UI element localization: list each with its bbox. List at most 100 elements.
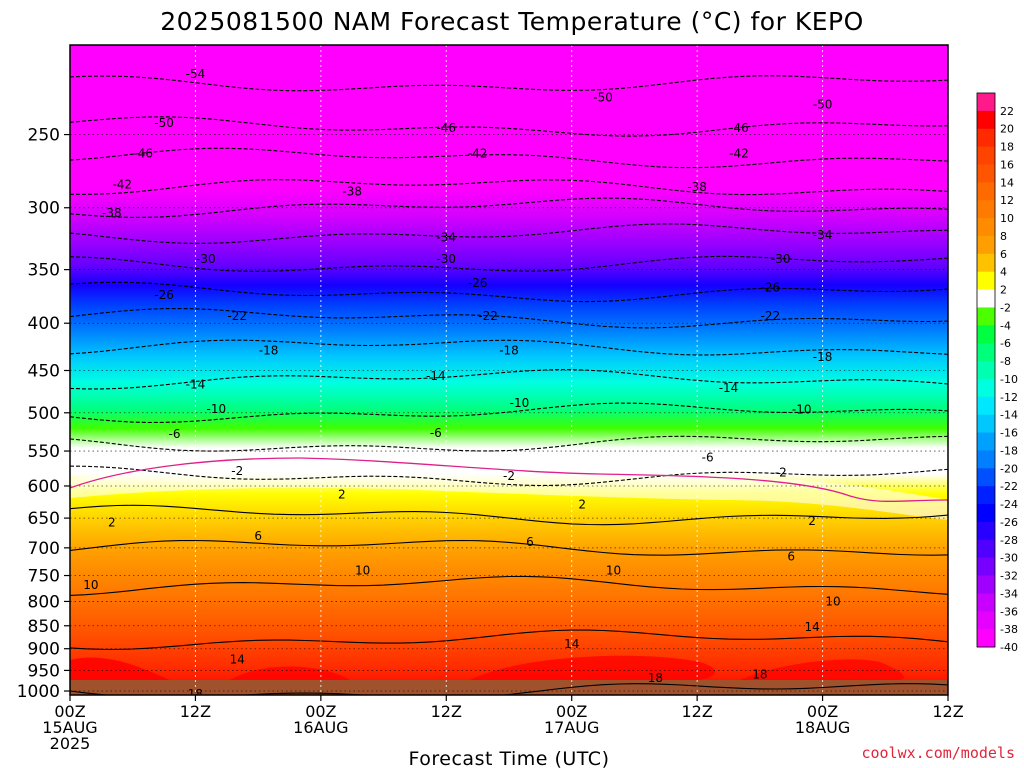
contour-label: 6 xyxy=(526,535,534,549)
contour-label: -42 xyxy=(468,146,488,160)
contour-label: -10 xyxy=(792,403,812,417)
colorbar-swatch xyxy=(977,504,995,523)
y-axis: 250 300 350 400 450 500 550 600 650 700 750 800 850 9… xyxy=(17,126,70,702)
contour-label: -18 xyxy=(499,343,519,357)
isotherm-line xyxy=(70,629,948,650)
contour-label: -38 xyxy=(687,180,707,194)
colorbar-label: -32 xyxy=(1000,570,1018,583)
contour-label: 2 xyxy=(108,515,116,529)
warm-core-4 xyxy=(740,659,904,680)
contour-label: -22 xyxy=(478,309,498,323)
contour-label: 10 xyxy=(83,578,98,592)
contour-label: -50 xyxy=(154,116,174,130)
contour-label: 14 xyxy=(564,637,579,651)
y-tick-label: 400 xyxy=(28,314,60,334)
isotherm-line xyxy=(70,116,948,137)
colorbar-swatch xyxy=(977,307,995,326)
y-tick-label: 900 xyxy=(28,640,60,660)
colorbar-label: -40 xyxy=(1000,641,1018,654)
colorbar-label: -24 xyxy=(1000,498,1018,511)
isotherm-line xyxy=(70,223,948,244)
contour-label: -26 xyxy=(154,288,174,302)
x-axis-label: Forecast Time (UTC) xyxy=(409,748,610,768)
contour-label: 6 xyxy=(254,529,262,543)
x-tick-label: 16AUG xyxy=(293,718,348,737)
colorbar-label: -6 xyxy=(1000,337,1011,350)
contour-label: -42 xyxy=(112,177,132,191)
colorbar-swatch xyxy=(977,361,995,380)
y-tick-label: 850 xyxy=(28,617,60,637)
colorbar-swatch xyxy=(977,325,995,344)
colorbar-label: 6 xyxy=(1000,248,1007,261)
colorbar-label: 12 xyxy=(1000,194,1014,207)
contour-label: 6 xyxy=(787,549,795,563)
contour-label: -22 xyxy=(761,309,781,323)
contour-label: -18 xyxy=(259,343,279,357)
isotherm-line xyxy=(70,369,948,390)
isotherm-line xyxy=(70,255,948,272)
y-tick-label: 350 xyxy=(28,261,60,281)
warm-core-1 xyxy=(70,657,170,680)
colorbar-swatch xyxy=(977,396,995,416)
contour-label: -14 xyxy=(426,369,446,383)
contour-label: 10 xyxy=(825,594,840,608)
temperature-field xyxy=(70,45,948,695)
contour-label: -2 xyxy=(775,465,787,479)
colorbar-label: -4 xyxy=(1000,319,1011,332)
colorbar-swatch xyxy=(977,289,995,308)
contour-label: -34 xyxy=(436,230,456,244)
x-tick-label: 12Z xyxy=(932,702,963,721)
isotherm-line xyxy=(70,147,948,169)
x-tick-label: 17AUG xyxy=(544,718,599,737)
contour-label: -54 xyxy=(186,67,206,81)
x-tick-label: 12Z xyxy=(431,702,462,721)
isotherm-line xyxy=(70,307,948,329)
colorbar-swatch xyxy=(977,235,995,255)
x-tick-label: 00Z xyxy=(807,702,838,721)
colorbar-swatch xyxy=(977,182,995,201)
isotherm-line xyxy=(70,575,948,596)
colorbar-label: 10 xyxy=(1000,212,1014,225)
warm-core-3 xyxy=(470,655,715,680)
plot-area: -54-50-46-42-38-50-46-42-38-34-30 -30-26-… xyxy=(70,45,948,695)
contour-label: 14 xyxy=(804,620,819,634)
isotherm-line xyxy=(70,504,948,526)
contour-label: -26 xyxy=(468,276,488,290)
contour-label: -38 xyxy=(342,184,362,198)
colorbar-label: 20 xyxy=(1000,123,1014,136)
y-tick-label: 1000 xyxy=(17,682,60,702)
isotherm-line xyxy=(70,435,948,452)
colorbar-label: -28 xyxy=(1000,534,1018,547)
colorbar-frame xyxy=(976,92,996,648)
colorbar-label: -8 xyxy=(1000,355,1011,368)
contour-label: 10 xyxy=(355,564,370,578)
isotherm-line xyxy=(70,197,948,218)
contour-label: -38 xyxy=(102,206,122,220)
contour-label: -2 xyxy=(503,469,515,483)
colorbar-swatch xyxy=(977,450,995,469)
contour-label: -34 xyxy=(813,228,833,242)
colorbar-label: -20 xyxy=(1000,462,1018,475)
colorbar-label: -14 xyxy=(1000,409,1018,422)
contour-labels: -54-50-46-42-38-50-46-42-38-34-30 -30-26-… xyxy=(83,67,840,695)
colorbar-swatch xyxy=(977,343,995,362)
colorbar-swatch xyxy=(977,378,995,398)
colorbar-label: 4 xyxy=(1000,266,1007,279)
y-tick-label: 750 xyxy=(28,567,60,587)
colorbar-swatch xyxy=(977,200,995,219)
colorbar-swatch xyxy=(977,432,995,451)
colorbar-label: 22 xyxy=(1000,105,1014,118)
x-tick-label: 00Z xyxy=(305,702,336,721)
contour-label: -30 xyxy=(196,252,216,266)
y-tick-label: 600 xyxy=(28,477,60,497)
x-tick-label: 12Z xyxy=(681,702,712,721)
contour-label: -14 xyxy=(719,381,739,395)
colorbar: 22 20 18 16 14 12 10 8 6 4 2 -2 -4 -6 -8 -10 -12 -14 -16 -1… xyxy=(976,92,1018,654)
y-tick-label: 300 xyxy=(28,199,60,219)
contour-label: -10 xyxy=(207,402,227,416)
freezing-line xyxy=(70,457,948,503)
x-tick-label: 12Z xyxy=(180,702,211,721)
colorbar-swatch xyxy=(977,93,995,112)
isotherms xyxy=(70,75,948,695)
